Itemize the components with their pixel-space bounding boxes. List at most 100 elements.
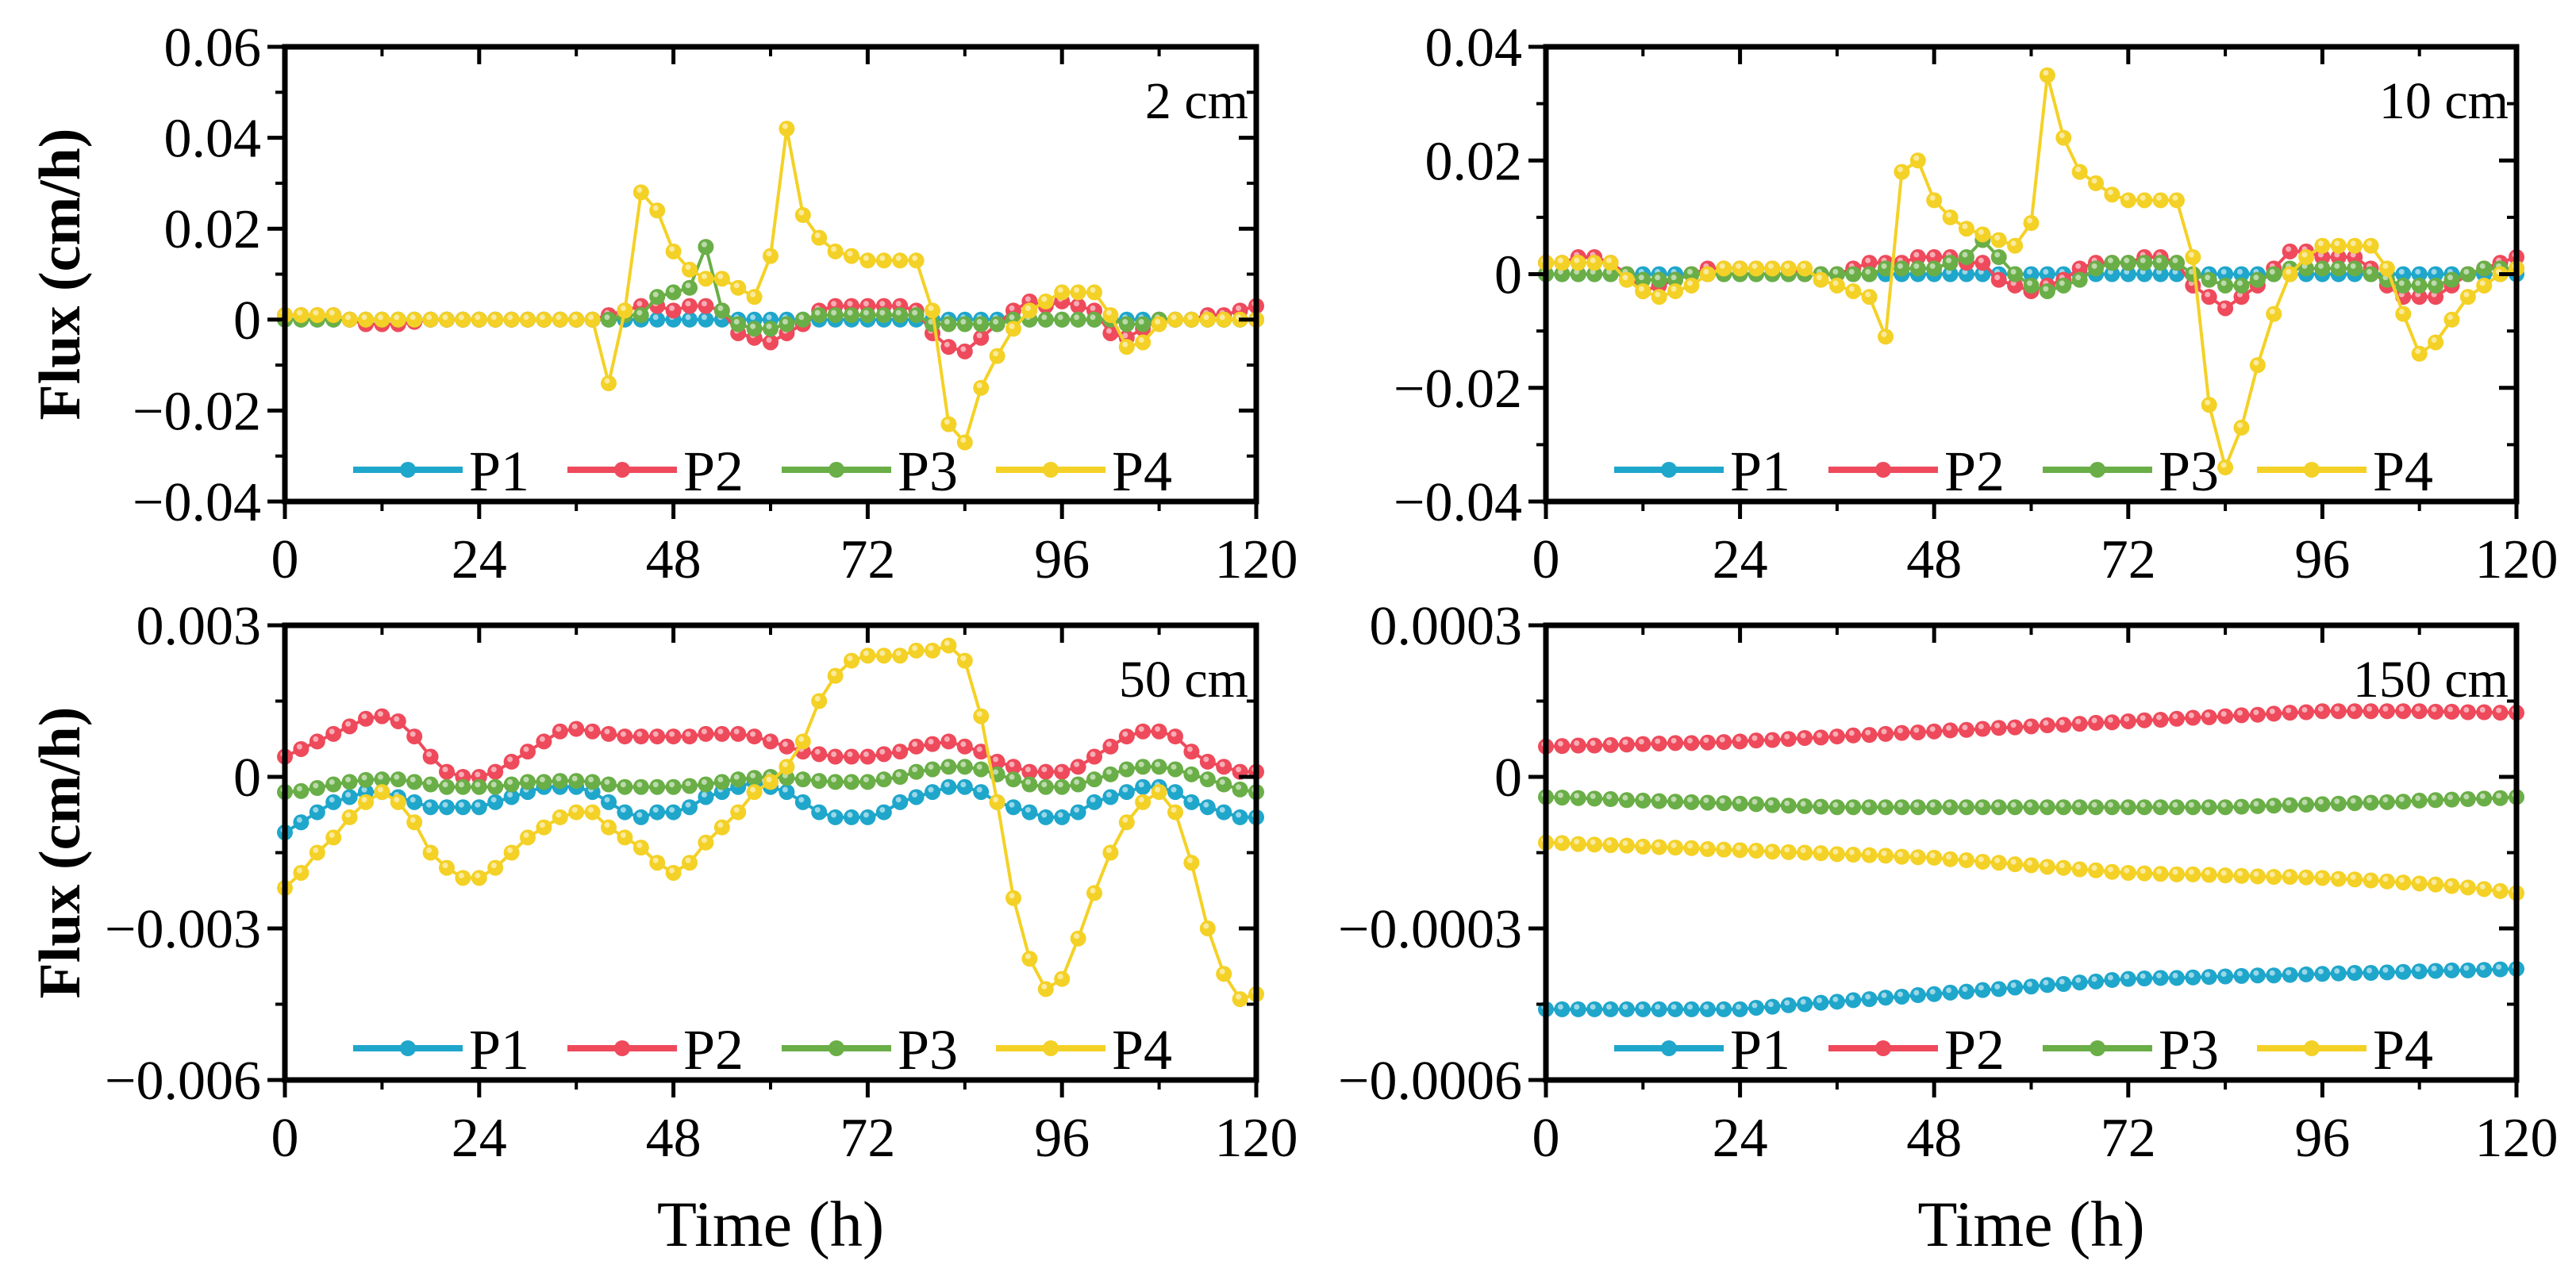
data-point-p1 <box>2039 266 2055 282</box>
legend: P1 P2 P3 P4 <box>353 1018 1172 1082</box>
data-point-p3 <box>1651 271 1667 288</box>
data-point-p3 <box>794 771 811 788</box>
data-point-highlight <box>701 837 707 844</box>
data-point-p1 <box>1942 984 1959 1001</box>
data-point-highlight <box>944 341 950 348</box>
data-point-highlight <box>1090 751 1096 758</box>
data-point-p3 <box>2249 271 2266 288</box>
data-point-highlight <box>2447 965 2453 971</box>
data-point-highlight <box>831 301 837 307</box>
data-point-p2 <box>811 746 828 763</box>
data-point-p4 <box>925 642 940 659</box>
data-point-p4 <box>1990 855 2007 871</box>
data-point-p3 <box>956 759 973 775</box>
data-point-p4 <box>875 648 892 664</box>
data-point-highlight <box>426 847 433 853</box>
data-point-p2 <box>2152 712 2169 728</box>
data-point-p4 <box>2411 875 2428 892</box>
data-point-p1 <box>2233 967 2250 984</box>
data-point-p2 <box>358 710 374 727</box>
data-point-p1 <box>811 804 828 821</box>
data-point-p3 <box>2428 277 2444 294</box>
data-point-highlight <box>1138 319 1144 325</box>
data-point-highlight <box>2398 877 2405 883</box>
data-point-highlight <box>928 645 934 651</box>
data-point-p2 <box>1716 734 1732 751</box>
y-tick-label: −0.04 <box>133 472 261 533</box>
data-point-highlight <box>669 867 675 874</box>
data-point-highlight <box>1881 331 1887 337</box>
data-point-highlight <box>879 309 886 316</box>
data-point-highlight <box>426 779 433 786</box>
data-point-highlight <box>1074 301 1080 307</box>
data-point-highlight <box>2350 240 2356 247</box>
data-point-highlight <box>1622 840 1628 847</box>
data-point-highlight <box>1025 767 1031 773</box>
data-point-highlight <box>895 301 902 307</box>
data-point-highlight <box>2172 713 2178 720</box>
data-point-highlight <box>604 314 610 321</box>
y-tick-label: 0 <box>233 290 261 352</box>
legend: P1 P2 P3 P4 <box>1614 1018 2433 1082</box>
data-point-p3 <box>682 778 698 794</box>
data-point-p2 <box>2330 703 2347 720</box>
data-point-p4 <box>827 243 844 259</box>
data-point-highlight <box>1946 987 1952 994</box>
data-point-highlight <box>296 817 302 823</box>
data-point-p4 <box>827 667 844 684</box>
data-point-highlight <box>847 812 853 818</box>
data-point-p2 <box>2249 706 2266 723</box>
data-point-highlight <box>1913 801 1920 808</box>
data-point-p3 <box>632 778 649 795</box>
data-point-highlight <box>863 776 869 782</box>
data-point-p1 <box>2411 963 2428 980</box>
data-point-p1 <box>341 789 358 805</box>
data-point-highlight <box>1962 986 1968 993</box>
data-point-p4 <box>730 279 747 296</box>
data-point-p4 <box>390 311 406 328</box>
data-point-highlight <box>1946 854 1952 860</box>
panel-2cm: 0 24 48 72 96 120 −0.04 −0.02 0 0.02 0.04 0.06 2 cm P… <box>28 17 1298 590</box>
data-point-highlight <box>1009 323 1015 329</box>
data-point-highlight <box>782 741 788 748</box>
data-point-highlight <box>1638 739 1644 745</box>
data-point-highlight <box>1557 837 1563 844</box>
data-point-highlight <box>1590 1004 1596 1010</box>
data-point-highlight <box>2463 707 2470 713</box>
data-point-p2 <box>325 725 342 742</box>
data-point-p3 <box>1618 792 1635 809</box>
data-point-highlight <box>1817 847 1823 854</box>
data-point-p3 <box>1926 260 1943 277</box>
data-point-highlight <box>2027 859 2032 866</box>
data-point-highlight <box>2091 178 2097 184</box>
data-point-p1 <box>1974 982 1991 998</box>
data-point-highlight <box>879 255 886 261</box>
data-point-p1 <box>2347 965 2363 982</box>
data-point-highlight <box>2124 716 2130 722</box>
data-point-highlight <box>1929 989 1936 995</box>
data-point-highlight <box>1848 269 1855 275</box>
data-point-highlight <box>2010 801 2017 808</box>
data-point-highlight <box>1817 275 1823 281</box>
data-point-highlight <box>2431 269 2437 275</box>
data-point-highlight <box>2205 291 2211 298</box>
data-point-p2 <box>536 733 552 750</box>
data-point-p2 <box>973 329 990 346</box>
data-point-p1 <box>503 789 520 805</box>
data-point-highlight <box>2172 194 2178 201</box>
data-point-p1 <box>1554 1001 1571 1017</box>
series-line-p4 <box>283 644 1257 1001</box>
data-point-p1 <box>1747 999 1764 1016</box>
data-point-highlight <box>1219 968 1225 974</box>
data-point-p4 <box>665 243 682 259</box>
legend-marker-p2 <box>614 462 630 478</box>
data-point-p1 <box>2136 266 2153 282</box>
data-point-p1 <box>1845 992 1862 1009</box>
data-point-highlight <box>1686 737 1693 744</box>
data-point-highlight <box>993 797 999 803</box>
data-point-highlight <box>1703 797 1709 803</box>
data-point-p4 <box>406 311 423 328</box>
data-point-p4 <box>2363 237 2379 254</box>
data-point-highlight <box>377 786 383 793</box>
data-point-highlight <box>1736 844 1742 851</box>
